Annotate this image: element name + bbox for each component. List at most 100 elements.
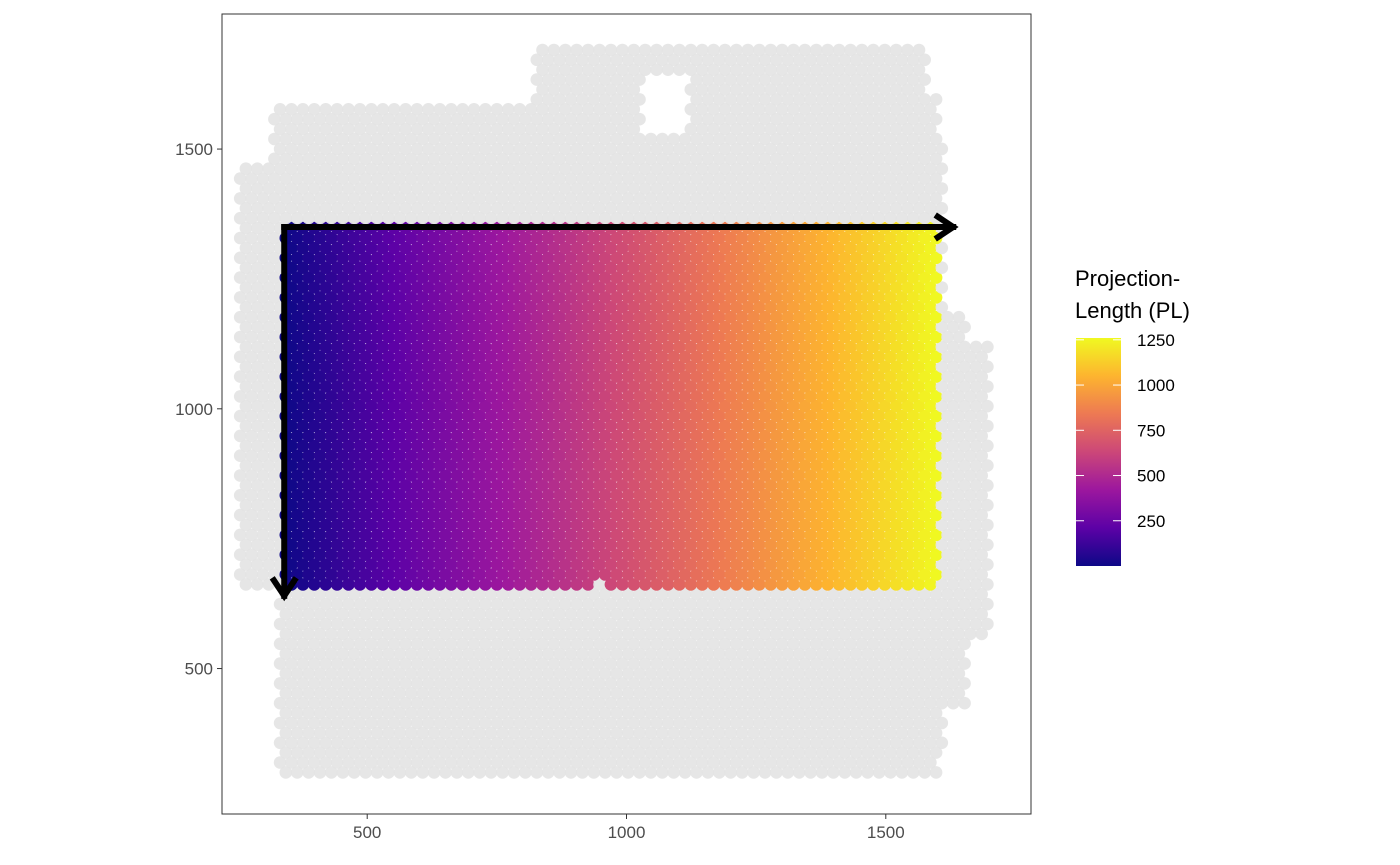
colored-spot — [393, 528, 407, 542]
colored-spot — [450, 508, 464, 522]
colored-spot — [627, 578, 641, 591]
background-spot — [473, 588, 487, 601]
colored-spot — [884, 548, 897, 561]
colored-spot — [444, 518, 458, 532]
background-spot — [233, 469, 247, 482]
background-spot — [422, 103, 435, 116]
background-spot — [347, 766, 361, 779]
background-spot — [353, 736, 367, 750]
colored-spot — [513, 459, 526, 472]
background-spot — [667, 667, 680, 680]
background-spot — [439, 746, 452, 759]
background-spot — [941, 627, 954, 641]
background-spot — [707, 657, 720, 670]
colored-spot — [650, 498, 663, 512]
background-spot — [849, 667, 863, 680]
colored-spot — [302, 568, 315, 581]
colored-spot — [393, 548, 407, 561]
background-spot — [741, 617, 755, 631]
colored-spot — [810, 518, 823, 532]
colored-spot — [741, 558, 755, 571]
colored-spot — [502, 479, 515, 492]
y-tick-label: 1000 — [175, 400, 213, 419]
colored-spot — [547, 538, 561, 552]
background-spot — [262, 518, 276, 532]
background-spot — [633, 766, 646, 779]
background-spot — [416, 706, 430, 720]
colored-spot — [536, 538, 549, 552]
colored-spot — [433, 518, 447, 532]
colored-spot — [604, 459, 618, 472]
background-spot — [695, 43, 709, 57]
colored-spot — [513, 578, 526, 591]
background-spot — [901, 617, 914, 631]
background-spot — [325, 588, 338, 601]
colored-spot — [576, 548, 589, 561]
background-spot — [393, 647, 407, 660]
background-spot — [250, 459, 264, 472]
background-spot — [382, 766, 395, 779]
background-spot — [616, 617, 629, 631]
colored-spot — [462, 528, 475, 542]
background-spot — [673, 43, 686, 57]
background-spot — [593, 597, 606, 611]
legend-label: 1250 — [1137, 331, 1175, 350]
background-spot — [399, 696, 412, 710]
background-spot — [427, 588, 441, 601]
background-spot — [530, 687, 544, 700]
background-spot — [912, 597, 926, 611]
background-spot — [376, 597, 390, 611]
background-spot — [456, 716, 469, 730]
colored-spot — [285, 558, 298, 571]
colored-spot — [473, 449, 487, 463]
colored-spot — [627, 459, 641, 472]
background-spot — [781, 706, 795, 720]
colored-spot — [718, 578, 732, 591]
colored-spot — [365, 459, 378, 472]
background-spot — [941, 489, 954, 502]
background-spot — [621, 627, 635, 641]
colored-spot — [513, 439, 526, 453]
colored-spot — [872, 489, 886, 502]
background-spot — [855, 736, 869, 750]
background-spot — [285, 617, 298, 631]
colored-spot — [821, 518, 834, 532]
colored-spot — [444, 558, 458, 571]
background-spot — [319, 637, 333, 651]
background-spot — [245, 469, 258, 482]
colored-spot — [684, 419, 698, 433]
colored-spot — [912, 518, 926, 532]
colored-spot — [661, 459, 675, 472]
background-spot — [598, 706, 612, 720]
background-spot — [644, 132, 658, 146]
background-spot — [336, 726, 350, 740]
colored-spot — [353, 558, 367, 571]
background-spot — [713, 766, 726, 779]
background-spot — [576, 588, 589, 601]
colored-spot — [336, 429, 350, 443]
background-spot — [941, 687, 954, 700]
colored-spot — [564, 469, 578, 482]
background-spot — [399, 597, 412, 611]
background-spot — [387, 103, 401, 116]
colored-spot — [302, 528, 315, 542]
colored-spot — [758, 469, 772, 482]
background-spot — [952, 667, 966, 680]
colored-spot — [330, 538, 344, 552]
colored-spot — [313, 508, 327, 522]
background-spot — [513, 696, 526, 710]
background-spot — [935, 538, 949, 552]
background-spot — [730, 716, 743, 730]
background-spot — [849, 687, 863, 700]
colored-spot — [593, 518, 606, 532]
background-spot — [946, 479, 960, 492]
background-spot — [353, 696, 367, 710]
background-spot — [581, 756, 595, 769]
colored-spot — [330, 578, 344, 591]
colored-spot — [753, 439, 766, 453]
background-spot — [656, 667, 669, 680]
background-spot — [918, 746, 931, 759]
background-spot — [941, 508, 954, 522]
background-spot — [330, 657, 344, 670]
background-spot — [530, 588, 544, 601]
